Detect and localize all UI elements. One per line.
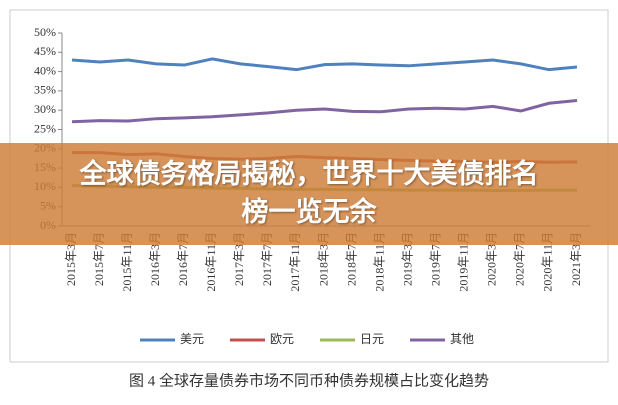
x-tick-label: 2018年7月 [344,232,358,286]
y-tick-label: 40% [34,63,56,77]
y-tick-label: 35% [34,83,56,97]
x-tick-label: 2015年7月 [92,232,106,286]
x-tick-label: 2021年3月 [569,232,583,286]
legend-label: 其他 [450,332,474,346]
banner-text: 全球债务格局揭秘，世界十大美债排名榜一览无余 [79,159,539,228]
x-tick-label: 2016年3月 [148,232,162,286]
x-tick-label: 2020年3月 [485,232,499,286]
banner: 全球债务格局揭秘，世界十大美债排名榜一览无余 [0,143,618,245]
x-tick-label: 2019年11月 [457,232,471,292]
x-tick-label: 2017年11月 [288,232,302,292]
legend-label: 欧元 [270,332,294,346]
series-line [71,57,578,72]
x-tick-label: 2017年3月 [232,232,246,286]
x-tick-label: 2019年3月 [400,232,414,286]
legend-label: 日元 [360,332,384,346]
x-tick-label: 2019年7月 [428,232,442,286]
x-tick-label: 2020年7月 [513,232,527,286]
y-tick-label: 50% [34,25,56,39]
x-tick-label: 2020年11月 [541,232,555,292]
x-tick-label: 2016年11月 [204,232,218,292]
y-tick-label: 45% [34,44,56,58]
x-tick-label: 2018年11月 [372,232,386,292]
chart-title: 图 4 全球存量债券市场不同币种债券规模占比变化趋势 [129,371,489,389]
series-line [71,99,578,124]
x-tick-label: 2015年11月 [120,232,134,292]
x-tick-label: 2016年7月 [176,232,190,286]
legend-label: 美元 [180,332,204,346]
x-tick-label: 2017年7月 [260,232,274,286]
x-tick-label: 2018年3月 [316,232,330,286]
y-tick-label: 25% [34,121,56,135]
y-tick-label: 30% [34,102,56,116]
x-tick-label: 2015年3月 [64,232,78,286]
